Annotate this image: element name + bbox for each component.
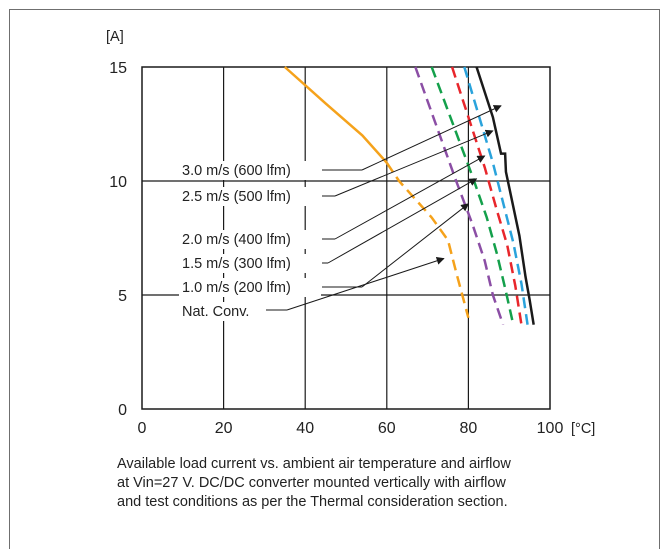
legend-bg-3 <box>179 254 321 273</box>
legend-leader-arrow-0 <box>361 105 502 171</box>
curve-5-dashed <box>385 162 470 319</box>
legend-bg-2 <box>179 230 321 249</box>
legend-bg-1 <box>179 187 321 206</box>
curve-5-solid <box>283 66 388 164</box>
x-axis-label: [°C] <box>571 421 595 437</box>
figure-frame <box>9 9 660 549</box>
curve-1 <box>463 66 529 325</box>
derating-chart: 0 20 40 60 80 100 0 5 10 15 3.0 m/s (600 lfm) 2.5 … <box>106 29 595 437</box>
legend-label-1: 2.5 m/s (500 lfm) <box>182 189 291 205</box>
legend-label-5: Nat. Conv. <box>182 304 249 320</box>
plot-frame <box>141 66 551 410</box>
curve-2 <box>450 66 523 325</box>
legend-label-4: 1.0 m/s (200 lfm) <box>182 280 291 296</box>
curve-4 <box>414 66 505 326</box>
caption-line-1: Available load current vs. ambient air t… <box>117 456 511 472</box>
x-tick-label-20: 20 <box>215 420 233 437</box>
legend-label-2: 2.0 m/s (400 lfm) <box>182 232 291 248</box>
axes: 0 20 40 60 80 100 0 5 10 15 <box>109 60 563 437</box>
caption-line-3: and test conditions as per the Thermal c… <box>117 494 508 510</box>
figure-caption: Available load current vs. ambient air t… <box>117 455 657 512</box>
legend-leader-arrow-2 <box>334 155 486 240</box>
x-tick-label-0: 0 <box>138 420 147 437</box>
x-tick-label-80: 80 <box>460 420 478 437</box>
curve-0 <box>475 66 535 325</box>
legend-leader-arrow-3 <box>327 178 478 264</box>
caption-line-2: at Vin=27 V. DC/DC converter mounted ver… <box>117 475 506 491</box>
legend-bg-5 <box>179 302 265 321</box>
x-tick-label-100: 100 <box>537 420 564 437</box>
y-tick-label-10: 10 <box>109 174 127 191</box>
legend-leader-arrow-1 <box>334 129 494 197</box>
x-tick-label-40: 40 <box>296 420 314 437</box>
legend-label-3: 1.5 m/s (300 lfm) <box>182 256 291 272</box>
curves <box>283 66 535 326</box>
x-tick-label-60: 60 <box>378 420 396 437</box>
legend-bg-4 <box>179 278 321 297</box>
y-tick-label-0: 0 <box>118 402 127 419</box>
legend: 3.0 m/s (600 lfm) 2.5 m/s (500 lfm) 2.0 m/… <box>179 105 502 321</box>
curve-3 <box>430 66 515 325</box>
y-tick-label-15: 15 <box>109 60 127 77</box>
y-tick-label-5: 5 <box>118 288 127 305</box>
legend-bg-0 <box>179 161 321 180</box>
legend-leader-arrow-5 <box>286 256 445 311</box>
y-axis-label: [A] <box>106 29 124 45</box>
legend-leader-arrow-4 <box>361 203 470 288</box>
legend-label-0: 3.0 m/s (600 lfm) <box>182 163 291 179</box>
